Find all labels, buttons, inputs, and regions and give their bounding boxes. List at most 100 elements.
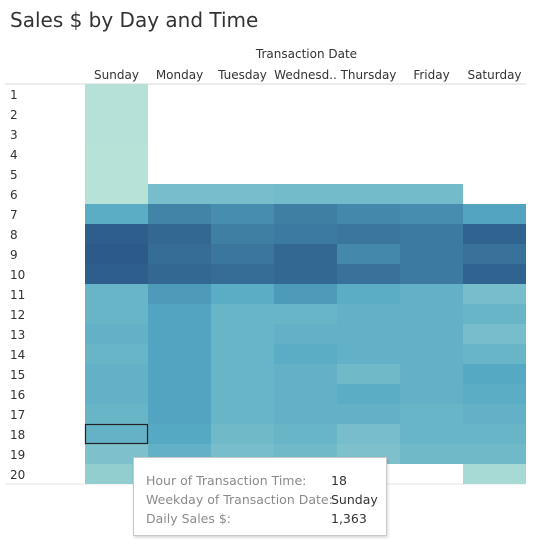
heatmap-cell[interactable] [211, 264, 274, 284]
row-label[interactable]: 5 [10, 168, 18, 182]
heatmap-cell[interactable] [85, 144, 148, 164]
heatmap-cell[interactable] [337, 364, 400, 384]
heatmap-cell[interactable] [274, 184, 337, 204]
heatmap-cell[interactable] [463, 464, 526, 484]
heatmap-cell[interactable] [463, 404, 526, 424]
column-header[interactable]: Saturday [467, 68, 521, 82]
heatmap-cell[interactable] [148, 424, 211, 444]
heatmap-cell[interactable] [400, 204, 463, 224]
heatmap-cell[interactable] [337, 304, 400, 324]
heatmap-cell[interactable] [400, 364, 463, 384]
heatmap-cell[interactable] [148, 184, 211, 204]
row-label[interactable]: 3 [10, 128, 18, 142]
heatmap-cell[interactable] [463, 344, 526, 364]
heatmap-cell[interactable] [463, 304, 526, 324]
heatmap-cell[interactable] [148, 384, 211, 404]
heatmap-cell[interactable] [148, 404, 211, 424]
heatmap-cell[interactable] [463, 384, 526, 404]
heatmap-cell[interactable] [148, 324, 211, 344]
row-label[interactable]: 15 [10, 368, 25, 382]
heatmap-cell[interactable] [463, 424, 526, 444]
row-label[interactable]: 20 [10, 468, 25, 482]
heatmap-cell[interactable] [463, 284, 526, 304]
heatmap-cell[interactable] [148, 224, 211, 244]
heatmap-cell[interactable] [400, 404, 463, 424]
heatmap-cell[interactable] [85, 124, 148, 144]
heatmap-cell[interactable] [400, 424, 463, 444]
heatmap-cell[interactable] [85, 324, 148, 344]
heatmap-cell[interactable] [274, 304, 337, 324]
heatmap-cell[interactable] [85, 84, 148, 104]
heatmap-cell[interactable] [400, 444, 463, 464]
row-label[interactable]: 19 [10, 448, 25, 462]
heatmap-cell[interactable] [400, 224, 463, 244]
heatmap-cell[interactable] [337, 324, 400, 344]
row-label[interactable]: 16 [10, 388, 25, 402]
heatmap-cell[interactable] [337, 424, 400, 444]
heatmap-cell[interactable] [211, 424, 274, 444]
heatmap-cell[interactable] [211, 384, 274, 404]
heatmap-cell[interactable] [274, 364, 337, 384]
row-label[interactable]: 13 [10, 328, 25, 342]
heatmap-cell[interactable] [148, 244, 211, 264]
heatmap-cell[interactable] [400, 324, 463, 344]
column-header[interactable]: Wednesd.. [274, 68, 337, 82]
heatmap-cell[interactable] [337, 344, 400, 364]
column-header[interactable]: Monday [156, 68, 203, 82]
heatmap-cell[interactable] [211, 324, 274, 344]
heatmap-cell[interactable] [463, 244, 526, 264]
heatmap-cell[interactable] [85, 464, 148, 484]
heatmap-cell[interactable] [85, 404, 148, 424]
heatmap-cell[interactable] [85, 224, 148, 244]
heatmap-cell[interactable] [85, 364, 148, 384]
heatmap-cell[interactable] [85, 344, 148, 364]
heatmap-cell[interactable] [400, 344, 463, 364]
heatmap-cell[interactable] [85, 264, 148, 284]
heatmap-cell[interactable] [463, 324, 526, 344]
heatmap-cell[interactable] [337, 224, 400, 244]
heatmap-cell[interactable] [85, 304, 148, 324]
heatmap-cell[interactable] [85, 384, 148, 404]
heatmap-cell[interactable] [148, 284, 211, 304]
heatmap-cell[interactable] [274, 264, 337, 284]
heatmap-cell[interactable] [211, 184, 274, 204]
row-label[interactable]: 9 [10, 248, 18, 262]
heatmap-cell[interactable] [400, 244, 463, 264]
column-header[interactable]: Tuesday [217, 68, 267, 82]
heatmap-cell[interactable] [400, 184, 463, 204]
heatmap-cell[interactable] [463, 364, 526, 384]
column-header[interactable]: Thursday [340, 68, 397, 82]
heatmap-cell[interactable] [274, 224, 337, 244]
heatmap-cell[interactable] [148, 304, 211, 324]
heatmap-cell[interactable] [85, 104, 148, 124]
heatmap-cell[interactable] [211, 284, 274, 304]
row-label[interactable]: 12 [10, 308, 25, 322]
heatmap-cell[interactable] [274, 284, 337, 304]
heatmap-cell[interactable] [85, 284, 148, 304]
heatmap-cell[interactable] [148, 204, 211, 224]
heatmap-cell[interactable] [148, 264, 211, 284]
row-label[interactable]: 10 [10, 268, 25, 282]
heatmap-cell[interactable] [274, 404, 337, 424]
row-label[interactable]: 11 [10, 288, 25, 302]
row-label[interactable]: 6 [10, 188, 18, 202]
row-label[interactable]: 18 [10, 428, 25, 442]
row-label[interactable]: 4 [10, 148, 18, 162]
row-label[interactable]: 2 [10, 108, 18, 122]
heatmap-cell[interactable] [211, 304, 274, 324]
heatmap-cell[interactable] [463, 224, 526, 244]
heatmap-cell[interactable] [274, 424, 337, 444]
heatmap-cell[interactable] [337, 264, 400, 284]
heatmap-cell[interactable] [463, 444, 526, 464]
heatmap-cell[interactable] [274, 324, 337, 344]
heatmap-cell[interactable] [211, 364, 274, 384]
heatmap-cell[interactable] [274, 244, 337, 264]
heatmap-cell[interactable] [148, 344, 211, 364]
heatmap-cell[interactable] [463, 204, 526, 224]
row-label[interactable]: 1 [10, 88, 18, 102]
heatmap-cell[interactable] [85, 184, 148, 204]
heatmap-cell[interactable] [211, 344, 274, 364]
heatmap-cell[interactable] [400, 384, 463, 404]
heatmap-cell[interactable] [337, 284, 400, 304]
